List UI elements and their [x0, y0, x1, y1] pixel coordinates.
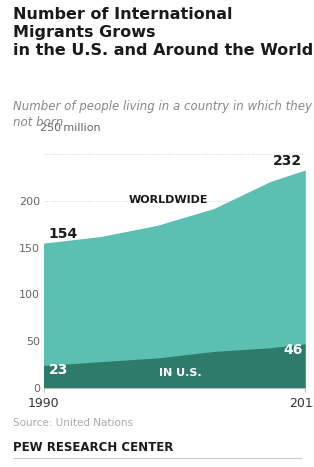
Text: Source: United Nations: Source: United Nations — [13, 418, 133, 428]
Text: 23: 23 — [48, 363, 68, 377]
Text: IN U.S.: IN U.S. — [159, 368, 201, 378]
Text: WORLDWIDE: WORLDWIDE — [129, 195, 208, 205]
Text: Number of International Migrants Grows
in the U.S. and Around the World: Number of International Migrants Grows i… — [13, 7, 313, 58]
Text: 250 million: 250 million — [40, 123, 101, 133]
Text: 232: 232 — [273, 154, 302, 168]
Text: Number of people living in a country in which they were
not born: Number of people living in a country in … — [13, 100, 314, 129]
Text: 46: 46 — [283, 343, 302, 357]
Text: 154: 154 — [48, 227, 78, 241]
Text: PEW RESEARCH CENTER: PEW RESEARCH CENTER — [13, 441, 173, 454]
